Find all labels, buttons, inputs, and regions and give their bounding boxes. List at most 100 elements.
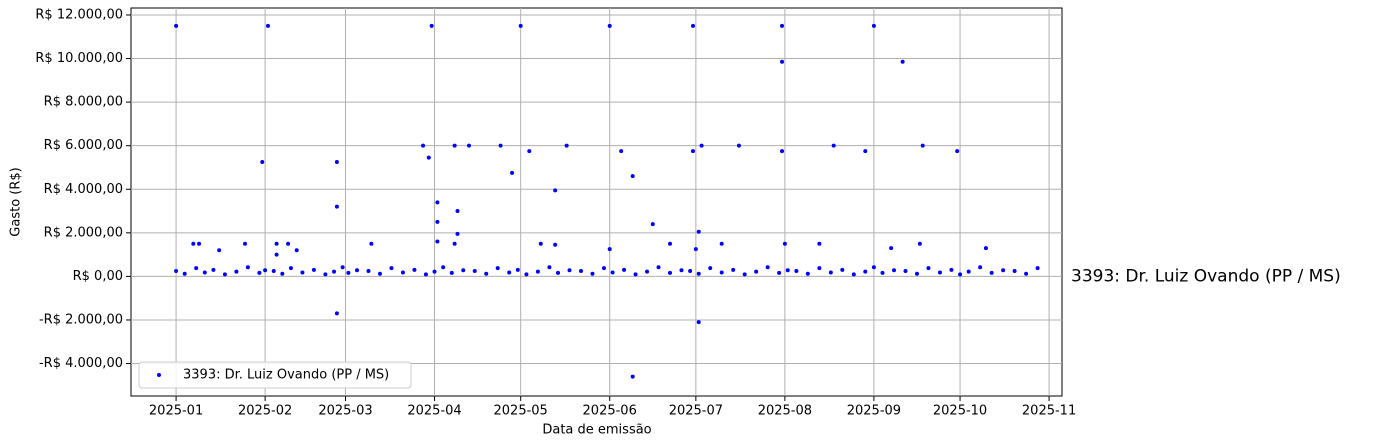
point xyxy=(174,23,179,28)
x-tick-label: 2025-06 xyxy=(583,404,637,419)
point xyxy=(355,268,360,273)
point xyxy=(937,270,942,275)
point xyxy=(553,188,558,193)
x-tick-label: 2025-01 xyxy=(149,404,203,419)
point xyxy=(257,270,262,275)
x-tick-label: 2025-10 xyxy=(933,404,987,419)
point xyxy=(452,241,457,246)
point xyxy=(507,270,512,275)
point xyxy=(622,267,627,272)
point xyxy=(817,266,822,271)
point xyxy=(696,320,701,325)
legend-label: 3393: Dr. Luiz Ovando (PP / MS) xyxy=(183,368,389,383)
point xyxy=(889,246,894,251)
y-tick-label: R$ 0,00 xyxy=(73,269,123,284)
point xyxy=(274,241,279,246)
point xyxy=(245,265,250,270)
point xyxy=(1012,268,1017,273)
point xyxy=(564,143,569,148)
point xyxy=(495,266,500,271)
point xyxy=(590,271,595,276)
point xyxy=(369,241,374,246)
point xyxy=(917,241,922,246)
point xyxy=(423,272,428,277)
point xyxy=(794,268,799,273)
point xyxy=(656,265,661,270)
point xyxy=(619,149,624,154)
plot-frame xyxy=(130,7,1063,397)
point xyxy=(243,241,248,246)
point xyxy=(518,23,523,28)
point xyxy=(271,268,276,273)
point xyxy=(421,143,426,148)
point xyxy=(461,268,466,273)
point xyxy=(346,270,351,275)
point xyxy=(260,160,265,165)
point xyxy=(332,269,337,274)
point xyxy=(693,247,698,252)
point xyxy=(435,219,440,224)
point xyxy=(690,23,695,28)
x-tick-label: 2025-11 xyxy=(1022,404,1076,419)
point xyxy=(1024,271,1029,276)
point xyxy=(515,267,520,272)
y-axis-label: Gasto (R$) xyxy=(9,167,24,236)
point xyxy=(263,268,268,273)
point xyxy=(498,143,503,148)
point xyxy=(955,149,960,154)
point xyxy=(234,269,239,274)
point xyxy=(699,143,704,148)
point xyxy=(668,241,673,246)
point xyxy=(831,143,836,148)
point xyxy=(527,149,532,154)
point xyxy=(966,269,971,274)
point xyxy=(211,267,216,272)
point xyxy=(265,23,270,28)
point xyxy=(202,270,207,275)
point xyxy=(780,59,785,64)
x-tick-label: 2025-03 xyxy=(318,404,372,419)
point xyxy=(432,269,437,274)
point xyxy=(688,268,693,273)
point xyxy=(610,270,615,275)
point xyxy=(871,23,876,28)
point xyxy=(426,155,431,160)
point xyxy=(323,272,328,277)
point xyxy=(174,268,179,273)
point xyxy=(630,374,635,379)
point xyxy=(311,267,316,272)
point xyxy=(840,267,845,272)
point xyxy=(334,311,339,316)
point xyxy=(805,271,810,276)
point xyxy=(708,266,713,271)
point xyxy=(731,267,736,272)
x-tick-label: 2025-04 xyxy=(407,404,461,419)
point xyxy=(280,271,285,276)
point xyxy=(191,241,196,246)
point xyxy=(958,272,963,277)
x-tick-label: 2025-08 xyxy=(758,404,812,419)
point xyxy=(553,242,558,247)
point xyxy=(300,270,305,275)
point xyxy=(484,271,489,276)
x-tick-label: 2025-09 xyxy=(847,404,901,419)
point xyxy=(452,143,457,148)
point xyxy=(288,266,293,271)
point xyxy=(222,272,227,277)
point xyxy=(785,268,790,273)
point xyxy=(182,271,187,276)
point xyxy=(535,269,540,274)
point xyxy=(696,271,701,276)
point xyxy=(765,265,770,270)
point xyxy=(472,268,477,273)
point xyxy=(578,268,583,273)
point xyxy=(1035,266,1040,271)
point xyxy=(194,266,199,271)
point xyxy=(607,247,612,252)
point xyxy=(340,265,345,270)
point xyxy=(334,204,339,209)
point xyxy=(435,239,440,244)
point xyxy=(736,143,741,148)
y-tick-label: R$ 4.000,00 xyxy=(44,182,123,197)
